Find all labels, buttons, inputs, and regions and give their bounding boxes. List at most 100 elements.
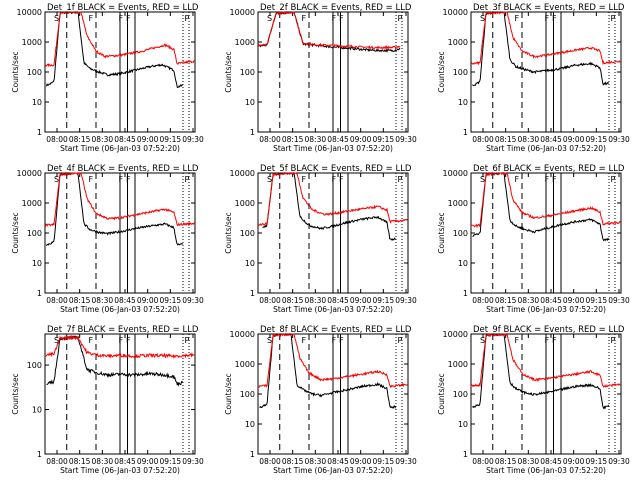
x-tick-label: 09:00: [563, 457, 585, 466]
series-line-lld: [470, 11, 621, 66]
plot-title: Det_2f BLACK = Events, RED = LLD: [260, 3, 412, 13]
y-axis-label: Counts/sec: [224, 373, 233, 414]
event-annotation: F: [332, 175, 337, 184]
x-tick-label: 09:30: [182, 135, 204, 144]
x-tick-label: 09:30: [182, 457, 204, 466]
event-annotation: P: [185, 336, 190, 345]
y-tick-label: 1: [463, 128, 468, 137]
y-tick-label: 10: [32, 406, 42, 415]
x-tick-label: 08:45: [114, 135, 136, 144]
x-tick-label: 09:15: [586, 296, 608, 305]
plot-title: Det_3f BLACK = Events, RED = LLD: [473, 3, 625, 13]
detector-plot: Det_8f BLACK = Events, RED = LLD 1 10 100 10…: [224, 325, 417, 475]
y-tick-label: 1000: [22, 199, 42, 208]
x-tick-label: 08:30: [305, 296, 327, 305]
x-tick-label: 08:45: [327, 457, 349, 466]
y-tick-label: 1: [250, 450, 255, 459]
x-tick-label: 09:30: [608, 135, 630, 144]
event-annotation: F: [545, 14, 550, 23]
y-tick-label: 10000: [17, 169, 42, 178]
event-annotation: F: [89, 175, 94, 184]
plot-title: Det_4f BLACK = Events, RED = LLD: [47, 164, 199, 174]
x-tick-label: 09:15: [586, 135, 608, 144]
event-annotation: P: [398, 336, 403, 345]
x-axis-label: Start Time (06-Jan-03 07:52:20): [60, 466, 180, 475]
detector-plot: Det_4f BLACK = Events, RED = LLD 1 10 100 10…: [11, 164, 204, 314]
y-tick-label: 10000: [230, 169, 255, 178]
event-annotation: S: [54, 175, 59, 184]
x-tick-label: 09:30: [395, 457, 417, 466]
y-tick-label: 10: [32, 259, 42, 268]
x-tick-label: 09:00: [137, 135, 159, 144]
x-tick-label: 09:15: [160, 135, 182, 144]
event-annotation: F: [332, 336, 337, 345]
x-tick-label: 08:45: [114, 296, 136, 305]
y-axis-label: Counts/sec: [224, 212, 233, 253]
event-annotation: F: [339, 175, 344, 184]
plot-title: Det_6f BLACK = Events, RED = LLD: [473, 164, 625, 174]
y-tick-label: 100: [240, 68, 255, 77]
x-tick-label: 09:00: [563, 296, 585, 305]
x-tick-label: 08:00: [46, 296, 68, 305]
event-annotation: F: [515, 14, 520, 23]
plot-title: Det_5f BLACK = Events, RED = LLD: [260, 164, 412, 174]
event-annotation: F: [552, 14, 557, 23]
y-tick-label: 10000: [443, 330, 468, 339]
y-tick-label: 1: [250, 128, 255, 137]
event-annotation: S: [480, 336, 485, 345]
y-tick-label: 1: [37, 289, 42, 298]
y-tick-label: 1000: [235, 199, 255, 208]
event-annotation: S: [480, 175, 485, 184]
x-axis-label: Start Time (06-Jan-03 07:52:20): [273, 144, 393, 153]
y-tick-label: 10000: [443, 169, 468, 178]
event-annotation: F: [89, 14, 94, 23]
x-tick-label: 09:00: [350, 135, 372, 144]
series-line-events: [472, 11, 610, 87]
plot-title: Det_9f BLACK = Events, RED = LLD: [473, 325, 625, 335]
y-tick-label: 1: [463, 450, 468, 459]
y-axis-label: Counts/sec: [11, 373, 20, 414]
event-annotation: F: [89, 336, 94, 345]
y-tick-label: 1000: [235, 38, 255, 47]
y-tick-label: 10: [32, 98, 42, 107]
x-tick-label: 08:30: [518, 457, 540, 466]
x-tick-label: 08:15: [69, 296, 91, 305]
event-annotation: P: [185, 175, 190, 184]
x-tick-label: 08:15: [69, 135, 91, 144]
y-tick-label: 1: [37, 450, 42, 459]
x-tick-label: 08:00: [259, 135, 281, 144]
x-tick-label: 08:30: [92, 135, 114, 144]
y-tick-label: 1: [250, 289, 255, 298]
y-tick-label: 1000: [235, 360, 255, 369]
x-tick-label: 09:15: [160, 296, 182, 305]
event-annotation: S: [267, 175, 272, 184]
y-tick-label: 1000: [448, 199, 468, 208]
x-tick-label: 08:30: [305, 457, 327, 466]
event-annotation: S: [54, 14, 59, 23]
x-tick-label: 08:00: [472, 457, 494, 466]
y-tick-label: 100: [453, 68, 468, 77]
y-axis-label: Counts/sec: [437, 373, 446, 414]
event-annotation: S: [480, 14, 485, 23]
event-annotation: F: [552, 336, 557, 345]
event-annotation: S: [267, 14, 272, 23]
y-axis-label: Counts/sec: [224, 51, 233, 92]
series-line-lld: [470, 171, 621, 229]
x-tick-label: 08:30: [518, 135, 540, 144]
event-annotation: F: [515, 175, 520, 184]
series-line-lld: [257, 332, 408, 389]
x-tick-label: 09:30: [395, 135, 417, 144]
event-annotation: F: [545, 175, 550, 184]
y-tick-label: 100: [240, 229, 255, 238]
event-annotation: F: [126, 336, 131, 345]
event-annotation: P: [398, 14, 403, 23]
x-tick-label: 09:15: [373, 457, 395, 466]
x-tick-label: 08:30: [305, 135, 327, 144]
y-tick-label: 1000: [22, 38, 42, 47]
x-tick-label: 08:00: [259, 457, 281, 466]
x-tick-label: 09:15: [160, 457, 182, 466]
event-annotation: P: [185, 14, 190, 23]
event-annotation: F: [515, 336, 520, 345]
y-tick-label: 100: [27, 361, 42, 370]
x-tick-label: 09:00: [563, 135, 585, 144]
